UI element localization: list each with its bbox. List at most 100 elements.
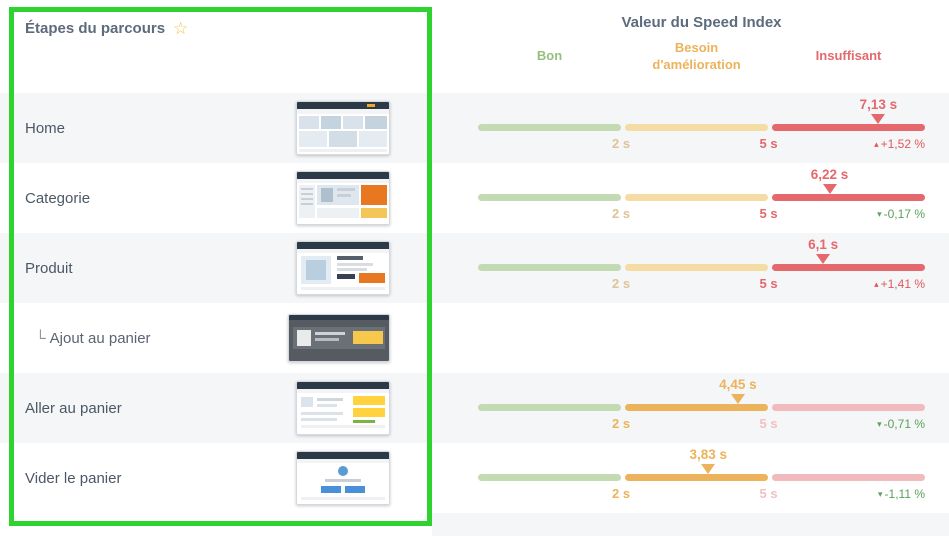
thumbnail-aller-panier[interactable] [296,381,390,435]
delta-value: -0,71 % [883,417,925,431]
step-label: Categorie [25,189,91,207]
delta-arrow-icon: ▾ [877,209,882,219]
delta-value: +1,52 % [880,137,925,151]
speed-index-gauge: 6,1 s 2 s 5 s ▴ +1,41 % [478,233,925,303]
speed-index-value: 3,83 s [689,447,728,462]
gauge-cell: 3,83 s 2 s 5 s ▾ -1,11 % [432,443,949,513]
gauge-cell-empty [432,303,949,373]
tick-5s: 5 s [759,136,778,151]
gauge-segment-good [478,474,622,481]
delta-badge: ▾ -0,17 % [877,207,925,221]
speed-index-header-cell: Valeur du Speed Index Bon Besoin d'améli… [432,0,949,93]
delta-arrow-icon: ▾ [877,419,882,429]
delta-badge: ▴ +1,41 % [874,277,925,291]
speed-index-gauge: 4,45 s 2 s 5 s ▾ -0,71 % [478,373,925,443]
gauge-segment-improve [625,404,769,411]
table-row-vider-panier: Vider le panier 3,83 s 2 s 5 s ▾ -1,11 % [0,443,949,513]
gauge-segment-bad [772,124,925,131]
delta-value: -1,11 % [884,487,925,501]
gauge-cell: 6,22 s 2 s 5 s ▾ -0,17 % [432,163,949,233]
gauge-bar [478,474,925,481]
speed-index-gauge: 3,83 s 2 s 5 s ▾ -1,11 % [478,443,925,513]
step-cell: Aller au panier [0,373,432,443]
speed-index-gauge: 7,13 s 2 s 5 s ▴ +1,52 % [478,93,925,163]
step-label-text: Ajout au panier [49,329,151,347]
speed-index-value: 4,45 s [719,377,757,392]
delta-arrow-icon: ▴ [874,139,879,149]
zone-label-improve: Besoin d'amélioration [625,40,768,74]
zone-labels: Bon Besoin d'amélioration Insuffisant [478,40,925,74]
next-row-stripe [432,513,949,536]
tick-2s: 2 s [611,416,631,431]
gauge-cell: 7,13 s 2 s 5 s ▴ +1,52 % [432,93,949,163]
step-label: Home [25,119,66,137]
table-row-home: Home 7,13 s 2 s 5 s ▴ +1,52 % [0,93,949,163]
speed-index-value: 7,13 s [859,97,898,112]
table-row-aller-panier: Aller au panier 4,45 s 2 s 5 s ▾ -0,71 % [0,373,949,443]
gauge-segment-improve [625,194,769,201]
step-label: Produit [25,259,73,277]
step-cell: Home [0,93,432,163]
table-row-categorie: Categorie 6,22 s 2 s 5 s ▾ -0,17 % [0,163,949,233]
tick-2s: 2 s [611,486,631,501]
tick-5s: 5 s [759,206,778,221]
thumbnail-home[interactable] [296,101,390,155]
delta-badge: ▴ +1,52 % [874,137,925,151]
table-header: Étapes du parcours ☆ Valeur du Speed Inde… [0,0,949,93]
gauge-bar [478,404,925,411]
table-row-ajout-panier: └ Ajout au panier [0,303,949,373]
gauge-bar [478,124,925,131]
delta-badge: ▾ -1,11 % [878,487,925,501]
gauge-cell: 6,1 s 2 s 5 s ▴ +1,41 % [432,233,949,303]
gauge-marker-icon [816,254,831,264]
delta-arrow-icon: ▴ [874,279,879,289]
journey-header-cell: Étapes du parcours ☆ [0,0,432,93]
zone-label-bad: Insuffisant [815,48,882,64]
tick-5s: 5 s [759,416,778,431]
step-label: Aller au panier [25,399,122,417]
zone-label-improve-text: Besoin d'amélioration [652,40,741,72]
speed-index-value: 6,1 s [808,237,839,252]
gauge-segment-good [478,404,622,411]
gauge-marker-icon [701,464,716,474]
delta-badge: ▾ -0,71 % [877,417,925,431]
substep-connector-icon: └ [35,329,46,347]
delta-value: -0,17 % [883,207,925,221]
gauge-segment-bad [772,474,925,481]
gauge-marker-icon [871,114,886,124]
favorite-star-icon[interactable]: ☆ [173,19,189,38]
gauge-segment-improve [625,124,769,131]
thumbnail-ajout-panier[interactable] [288,314,390,362]
tick-2s: 2 s [611,206,631,221]
step-cell: └ Ajout au panier [0,303,432,373]
gauge-segment-bad [772,194,925,201]
thumbnail-vider-panier[interactable] [296,451,390,505]
thumbnail-produit[interactable] [296,241,390,295]
gauge-segment-improve [625,264,769,271]
tick-2s: 2 s [611,276,631,291]
gauge-segment-good [478,194,622,201]
step-cell: Categorie [0,163,432,233]
tick-5s: 5 s [759,276,778,291]
gauge-segment-bad [772,264,925,271]
gauge-marker-icon [822,184,837,194]
delta-value: +1,41 % [880,277,925,291]
step-label: └ Ajout au panier [25,330,151,347]
journey-column-title: Étapes du parcours [25,20,166,37]
gauge-bar [478,194,925,201]
tick-2s: 2 s [611,136,631,151]
thumbnail-categorie[interactable] [296,171,390,225]
speed-index-value: 6,22 s [810,167,849,182]
gauge-cell: 4,45 s 2 s 5 s ▾ -0,71 % [432,373,949,443]
step-cell: Vider le panier [0,443,432,513]
table-row-produit: Produit 6,1 s 2 s 5 s ▴ +1,41 % [0,233,949,303]
step-label: Vider le panier [25,469,122,487]
step-cell: Produit [0,233,432,303]
zone-label-good: Bon [536,48,563,64]
gauge-segment-good [478,124,622,131]
gauge-segment-improve [625,474,769,481]
speed-index-title: Valeur du Speed Index [621,14,782,31]
delta-arrow-icon: ▾ [878,489,883,499]
speed-index-gauge: 6,22 s 2 s 5 s ▾ -0,17 % [478,163,925,233]
gauge-segment-bad [772,404,925,411]
